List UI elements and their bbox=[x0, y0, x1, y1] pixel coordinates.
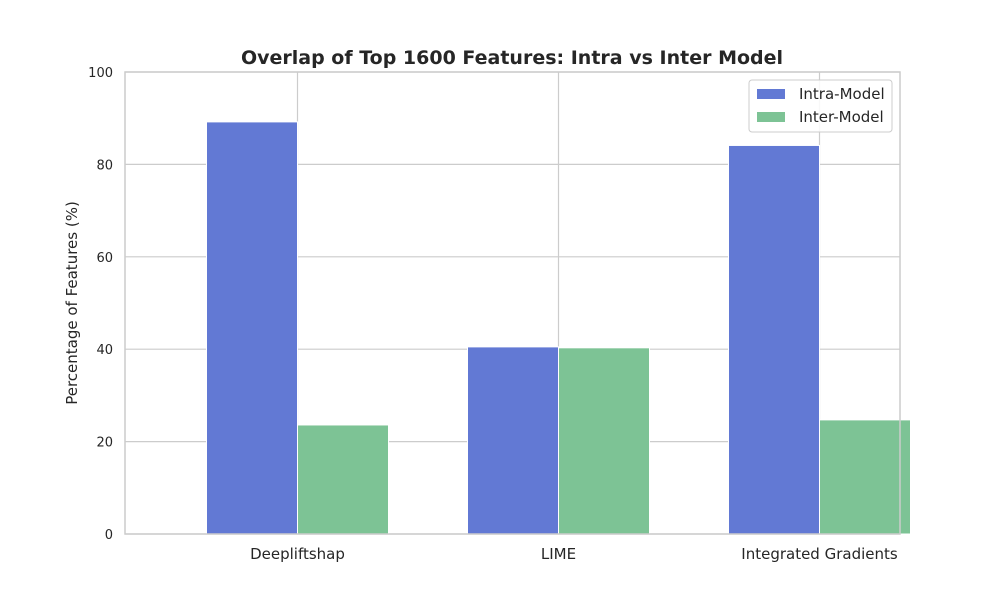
bar-inter-model-integrated-gradients bbox=[819, 419, 911, 535]
x-tick-labels: Deepliftshap LIME Integrated Gradients bbox=[250, 545, 898, 563]
legend-swatch bbox=[757, 89, 785, 99]
legend: Intra-Model Inter-Model bbox=[748, 79, 893, 133]
legend-label: Intra-Model bbox=[799, 85, 885, 103]
chart-title: Overlap of Top 1600 Features: Intra vs I… bbox=[241, 47, 783, 69]
y-tick-label: 60 bbox=[96, 251, 113, 266]
plot-frame bbox=[124, 71, 901, 535]
legend-label: Inter-Model bbox=[799, 108, 884, 126]
y-tick-label: 100 bbox=[88, 66, 113, 81]
bar-intra-model-lime bbox=[467, 346, 559, 535]
bar-intra-model-deepliftshap bbox=[206, 121, 298, 535]
x-tick-label: Integrated Gradients bbox=[741, 545, 898, 563]
y-axis-label: Percentage of Features (%) bbox=[63, 201, 81, 405]
y-tick-label: 80 bbox=[96, 158, 113, 173]
y-tick-label: 20 bbox=[96, 436, 113, 451]
x-tick-label: LIME bbox=[541, 545, 576, 563]
bars bbox=[206, 121, 911, 535]
y-tick-label: 0 bbox=[105, 528, 113, 543]
legend-swatch bbox=[757, 112, 785, 122]
bar-inter-model-deepliftshap bbox=[297, 424, 389, 535]
bar-intra-model-integrated-gradients bbox=[728, 144, 820, 535]
y-tick-label: 40 bbox=[96, 343, 113, 358]
bar-inter-model-lime bbox=[558, 347, 650, 535]
x-tick-label: Deepliftshap bbox=[250, 545, 345, 563]
y-tick-labels: 0 20 40 60 80 100 bbox=[88, 66, 113, 543]
